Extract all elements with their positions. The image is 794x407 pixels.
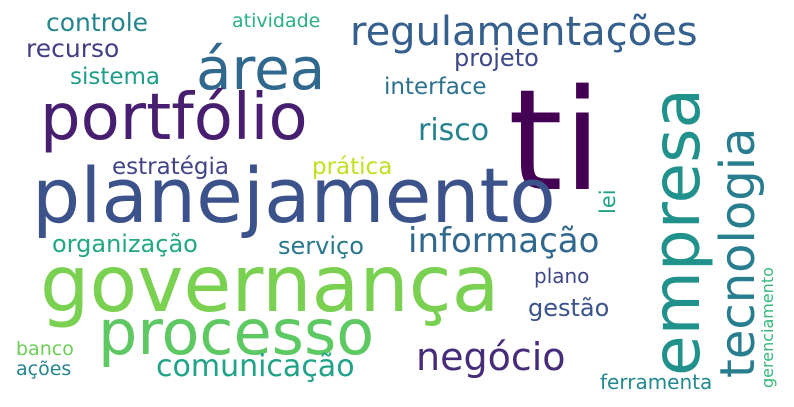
word-portfolio: portfólio [40,81,308,155]
word-comunicacao: comunicação [156,349,355,384]
word-informacao: informação [408,221,600,261]
word-regulamentacoes: regulamentações [350,9,698,55]
word-risco: risco [418,113,490,148]
word-atividade: atividade [232,10,321,32]
word-banco: banco [16,338,74,360]
word-recurso: recurso [26,34,120,63]
word-processo: processo [98,296,375,369]
word-projeto: projeto [454,44,539,72]
word-acoes: ações [16,358,72,380]
word-empresa: empresa [638,88,715,376]
word-negocio: negócio [416,335,566,379]
word-ferramenta: ferramenta [600,370,713,394]
word-gerenciamento: gerenciamento [758,267,777,388]
word-planejamento: planejamento [32,151,556,240]
word-controle: controle [46,8,149,37]
word-tecnologia: tecnologia [710,127,766,378]
word-servico: serviço [278,232,364,260]
word-gestao: gestão [528,294,610,322]
word-estrategia: estratégia [112,154,229,180]
word-sistema: sistema [70,64,161,90]
word-plano: plano [534,264,590,288]
word-pratica: prática [312,154,393,180]
word-governanca: governança [40,240,500,330]
word-lei: lei [596,189,620,214]
word-interface: interface [384,74,487,100]
word-area: área [196,35,326,103]
word-ti: ti [508,60,602,223]
word-organizacao: organização [52,230,198,258]
